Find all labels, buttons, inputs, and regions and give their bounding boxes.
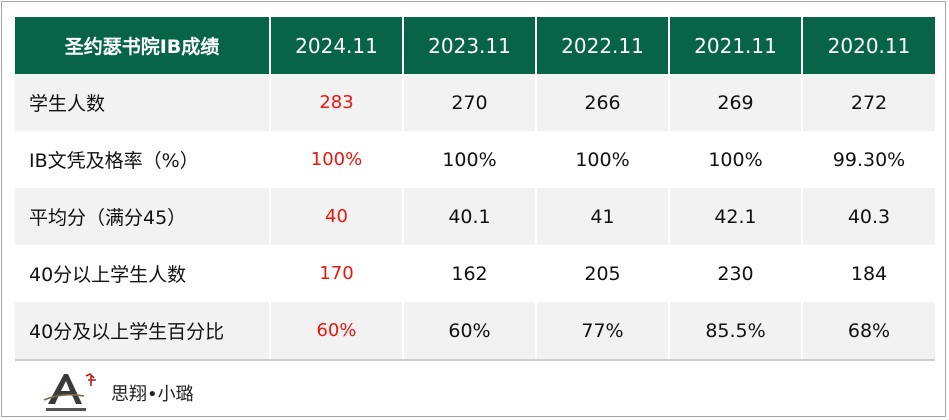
table-cell-highlight: 40 bbox=[270, 188, 404, 245]
year-header: 2020.11 bbox=[802, 17, 935, 74]
table-cell-highlight: 170 bbox=[270, 245, 404, 302]
year-header: 2021.11 bbox=[669, 17, 803, 74]
table-cell: 40.3 bbox=[802, 188, 935, 245]
table-cell: 266 bbox=[536, 74, 670, 131]
table-cell: 41 bbox=[536, 188, 670, 245]
table-title-header: 圣约瑟书院IB成绩 bbox=[15, 17, 271, 74]
table-cell-highlight: 60% bbox=[270, 302, 404, 361]
table-cell-highlight: 100% bbox=[270, 131, 404, 188]
table-cell: 40.1 bbox=[403, 188, 537, 245]
table-cell: 60% bbox=[403, 302, 537, 361]
row-label: 学生人数 bbox=[15, 74, 271, 131]
row-label: IB文凭及格率（%） bbox=[15, 131, 271, 188]
table-row: 40分及以上学生百分比 60% 60% 77% 85.5% 68% bbox=[15, 302, 935, 361]
results-table: 圣约瑟书院IB成绩 2024.11 2023.11 2022.11 2021.1… bbox=[15, 17, 935, 361]
table-cell: 272 bbox=[802, 74, 935, 131]
table-row: 40分以上学生人数 170 162 205 230 184 bbox=[15, 245, 935, 302]
table-cell: 162 bbox=[403, 245, 537, 302]
table-cell-highlight: 283 bbox=[270, 74, 404, 131]
header-row: 圣约瑟书院IB成绩 2024.11 2023.11 2022.11 2021.1… bbox=[15, 17, 935, 74]
table-cell: 269 bbox=[669, 74, 803, 131]
table-cell: 100% bbox=[669, 131, 803, 188]
table-row: 平均分（满分45） 40 40.1 41 42.1 40.3 bbox=[15, 188, 935, 245]
table-cell: 230 bbox=[669, 245, 803, 302]
table-row: 学生人数 283 270 266 269 272 bbox=[15, 74, 935, 131]
table-cell: 205 bbox=[536, 245, 670, 302]
year-header: 2023.11 bbox=[403, 17, 537, 74]
year-header: 2024.11 bbox=[270, 17, 404, 74]
row-label: 40分以上学生人数 bbox=[15, 245, 271, 302]
table-cell: 270 bbox=[403, 74, 537, 131]
brand-text: 思翔•小璐 bbox=[111, 384, 194, 405]
brand-watermark: 思翔•小璐 bbox=[38, 370, 258, 414]
table-cell: 99.30% bbox=[802, 131, 935, 188]
table-cell: 42.1 bbox=[669, 188, 803, 245]
table-cell: 184 bbox=[802, 245, 935, 302]
row-label: 40分及以上学生百分比 bbox=[15, 302, 271, 361]
table-row: IB文凭及格率（%） 100% 100% 100% 100% 99.30% bbox=[15, 131, 935, 188]
table-cell: 100% bbox=[403, 131, 537, 188]
row-label: 平均分（满分45） bbox=[15, 188, 271, 245]
table-cell: 68% bbox=[802, 302, 935, 361]
table-cell: 100% bbox=[536, 131, 670, 188]
table-cell: 85.5% bbox=[669, 302, 803, 361]
table-cell: 77% bbox=[536, 302, 670, 361]
year-header: 2022.11 bbox=[536, 17, 670, 74]
brand-logo-icon bbox=[43, 373, 96, 411]
